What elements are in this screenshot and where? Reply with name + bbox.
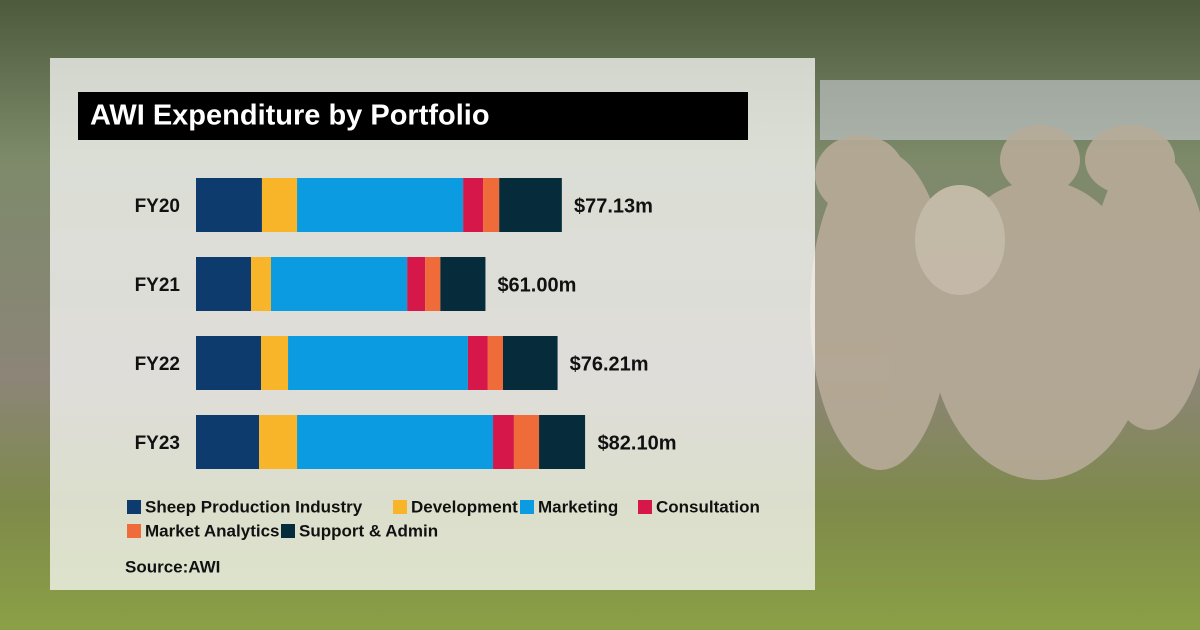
- category-label: FY23: [135, 433, 180, 454]
- bar-segment: [463, 178, 484, 232]
- chart-title: AWI Expenditure by Portfolio: [90, 100, 490, 132]
- background-sheep: [810, 125, 1200, 480]
- category-label: FY20: [135, 196, 180, 217]
- bar-segment: [196, 257, 252, 311]
- bar-segment: [539, 415, 586, 469]
- category-label: FY21: [135, 275, 181, 296]
- category-label: FY22: [135, 354, 180, 375]
- bar-segment: [297, 415, 494, 469]
- bar-segment: [483, 178, 500, 232]
- bar-segment: [259, 415, 298, 469]
- source: Source:AWI: [125, 557, 220, 576]
- bar-segment: [261, 178, 298, 232]
- bar-segment: [261, 336, 289, 390]
- bar-segment: [467, 336, 488, 390]
- bar-segment: [499, 178, 562, 232]
- bar-segment: [493, 415, 514, 469]
- bar-segment: [196, 336, 262, 390]
- bar-segment: [297, 178, 464, 232]
- bar-segment: [513, 415, 540, 469]
- legend-label: Sheep Production Industry: [145, 497, 363, 516]
- bar-segment: [270, 257, 408, 311]
- total-label: $76.21m: [570, 353, 649, 375]
- legend-label: Marketing: [538, 497, 618, 516]
- bar-segment: [196, 415, 260, 469]
- bar-segment: [288, 336, 468, 390]
- legend-swatch: [127, 524, 141, 538]
- legend-swatch: [638, 500, 652, 514]
- bar-segment: [196, 178, 262, 232]
- legend-label: Development: [411, 497, 518, 516]
- bar-segment: [251, 257, 271, 311]
- total-label: $61.00m: [497, 274, 576, 296]
- legend-label: Support & Admin: [299, 521, 438, 540]
- legend-swatch: [520, 500, 534, 514]
- legend-swatch: [127, 500, 141, 514]
- legend-swatch: [281, 524, 295, 538]
- legend-label: Market Analytics: [145, 521, 279, 540]
- legend-label: Consultation: [656, 497, 760, 516]
- total-label: $77.13m: [574, 195, 653, 217]
- legend-swatch: [393, 500, 407, 514]
- total-label: $82.10m: [598, 432, 677, 454]
- panel: [50, 58, 815, 590]
- bar-segment: [440, 257, 486, 311]
- bar-segment: [487, 336, 504, 390]
- bar-segment: [503, 336, 558, 390]
- bar-segment: [407, 257, 426, 311]
- title-box: [78, 92, 748, 140]
- bar-segment: [425, 257, 441, 311]
